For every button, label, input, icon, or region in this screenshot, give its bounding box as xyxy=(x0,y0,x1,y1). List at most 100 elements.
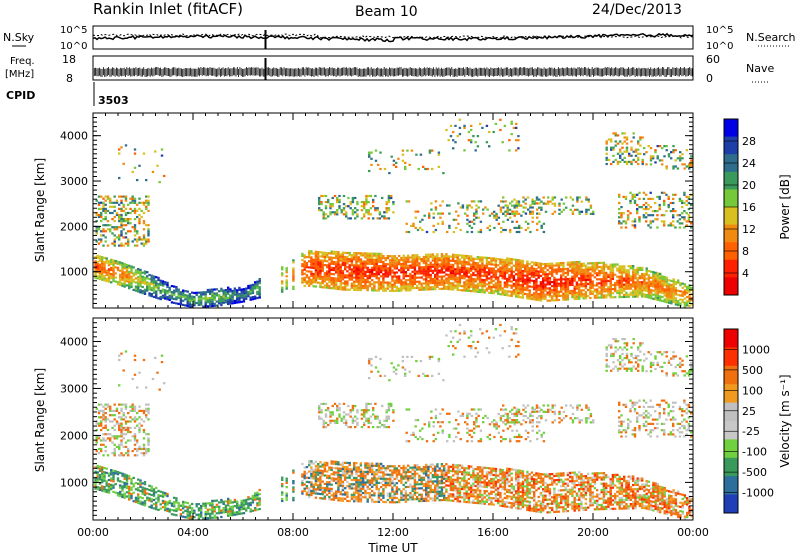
power-echo-cell xyxy=(647,294,651,297)
power-echo-cell xyxy=(96,263,99,266)
velocity-echo-cell xyxy=(258,507,261,511)
power-echo-cell xyxy=(425,263,428,267)
power-echo-cell xyxy=(337,279,340,282)
power-echo-cell xyxy=(357,280,360,283)
power-echo-cell xyxy=(379,151,382,154)
velocity-echo-cell xyxy=(359,462,363,465)
velocity-echo-cell xyxy=(357,500,360,503)
power-echo-cell xyxy=(303,256,306,259)
power-echo-cell xyxy=(155,286,158,289)
power-echo-cell xyxy=(536,228,539,232)
power-echo-cell xyxy=(636,273,639,276)
power-echo-cell xyxy=(227,300,230,304)
power-echo-cell xyxy=(587,200,590,203)
power-echo-cell xyxy=(506,206,509,209)
power-echo-cell xyxy=(458,278,462,281)
power-echo-cell xyxy=(337,275,340,278)
velocity-echo-cell xyxy=(355,470,358,473)
power-echo-cell xyxy=(371,279,374,282)
power-echo-cell xyxy=(371,254,374,257)
power-echo-cell xyxy=(145,199,148,202)
power-echo-cell xyxy=(472,282,475,285)
power-echo-cell xyxy=(305,280,309,283)
power-echo-cell xyxy=(540,226,543,229)
power-echo-cell xyxy=(573,289,576,292)
velocity-echo-cell xyxy=(143,504,147,507)
power-echo-cell xyxy=(391,265,394,268)
velocity-echo-cell xyxy=(240,501,243,505)
power-echo-cell xyxy=(600,267,603,271)
power-echo-cell xyxy=(521,274,525,277)
power-echo-cell xyxy=(131,195,134,198)
velocity-echo-cell xyxy=(326,470,329,473)
power-echo-cell xyxy=(512,276,516,279)
power-echo-cell xyxy=(100,207,103,210)
power-echo-cell xyxy=(337,259,340,262)
power-echo-cell xyxy=(104,207,107,210)
power-echo-cell xyxy=(665,276,669,279)
power-echo-cell xyxy=(380,252,383,255)
power-echo-cell xyxy=(519,296,522,299)
power-echo-cell xyxy=(377,252,381,255)
velocity-echo-cell xyxy=(188,517,192,520)
power-echo-cell xyxy=(508,259,511,262)
power-echo-cell xyxy=(436,255,439,258)
power-echo-cell xyxy=(503,265,507,268)
power-echo-cell xyxy=(422,259,426,263)
power-echo-cell xyxy=(650,295,653,298)
power-echo-cell xyxy=(663,145,666,148)
power-echo-cell xyxy=(524,292,527,295)
power-echo-cell xyxy=(458,268,462,271)
power-echo-cell xyxy=(100,240,103,243)
power-echo-cell xyxy=(109,201,112,204)
power-echo-cell xyxy=(242,288,246,291)
power-echo-cell xyxy=(553,286,556,290)
power-echo-cell xyxy=(461,264,464,267)
power-echo-cell xyxy=(546,264,549,268)
power-echo-cell xyxy=(436,263,439,266)
power-echo-cell xyxy=(452,272,455,275)
power-echo-cell xyxy=(335,265,338,268)
power-echo-cell xyxy=(429,253,432,256)
power-echo-cell xyxy=(575,269,579,272)
velocity-echo-cell xyxy=(164,492,167,495)
power-echo-cell xyxy=(573,297,576,301)
velocity-echo-cell xyxy=(335,494,338,497)
power-echo-cell xyxy=(353,286,356,289)
velocity-echo-cell xyxy=(348,464,351,467)
power-echo-cell xyxy=(614,132,617,135)
power-echo-cell xyxy=(417,167,420,171)
nsearch-tick-top: 10^5 xyxy=(706,25,733,36)
power-echo-cell xyxy=(209,303,212,306)
velocity-echo-cell xyxy=(348,470,351,473)
power-echo-cell xyxy=(625,293,628,296)
power-echo-cell xyxy=(112,279,115,282)
power-echo-cell xyxy=(661,283,664,286)
power-echo-cell xyxy=(645,163,648,166)
power-echo-cell xyxy=(515,287,518,290)
velocity-echo-cell xyxy=(134,498,138,501)
power-echo-cell xyxy=(368,268,372,271)
power-echo-cell xyxy=(422,288,426,291)
power-echo-cell xyxy=(130,285,133,289)
power-echo-cell xyxy=(661,299,664,303)
velocity-echo-cell xyxy=(150,487,153,490)
power-echo-cell xyxy=(97,195,101,198)
power-echo-cell xyxy=(312,260,315,263)
velocity-echo-cell xyxy=(137,487,140,490)
power-echo-cell xyxy=(623,295,626,298)
power-echo-cell xyxy=(557,290,561,293)
power-echo-cell xyxy=(528,277,531,280)
power-echo-cell xyxy=(322,211,325,214)
velocity-echo-cell xyxy=(314,490,318,493)
velocity-echo-cell xyxy=(330,473,333,476)
power-echo-cell xyxy=(553,278,556,281)
power-echo-cell xyxy=(120,218,123,221)
power-echo-cell xyxy=(638,275,642,278)
power-echo-cell xyxy=(233,299,237,302)
power-echo-cell xyxy=(424,167,427,171)
power-echo-cell xyxy=(551,264,554,267)
power-echo-cell xyxy=(128,274,131,278)
power-echo-cell xyxy=(405,230,408,234)
power-echo-cell xyxy=(497,268,500,271)
